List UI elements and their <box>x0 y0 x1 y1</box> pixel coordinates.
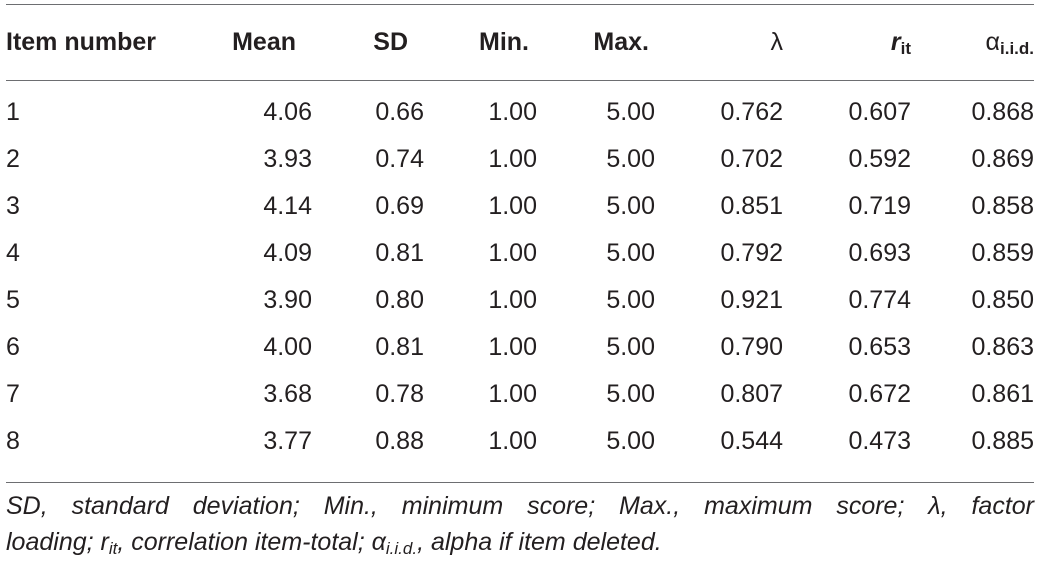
cell-alpha: 0.869 <box>971 145 1034 173</box>
header-r-subscript: it <box>900 38 911 58</box>
cell-rit: 0.473 <box>848 427 911 455</box>
cell-alpha: 0.859 <box>971 239 1034 267</box>
cell-sd: 0.81 <box>375 239 424 267</box>
table-row: 5 3.90 0.80 1.00 5.00 0.921 0.774 0.850 <box>6 277 1034 324</box>
cell-min: 1.00 <box>488 239 537 267</box>
cell-mean: 4.06 <box>263 97 312 126</box>
cell-max: 5.00 <box>606 97 655 126</box>
header-row: Item number Mean SD Min. Max. λ rit αi.i… <box>6 4 1034 80</box>
cell-rit: 0.672 <box>848 380 911 408</box>
cell-alpha: 0.863 <box>971 333 1034 361</box>
cell-rit: 0.774 <box>848 286 911 314</box>
bottom-rule <box>6 482 1034 483</box>
cell-mean: 4.00 <box>263 333 312 361</box>
cell-alpha: 0.858 <box>971 192 1034 220</box>
cell-sd: 0.78 <box>375 380 424 408</box>
cell-item: 1 <box>6 97 20 126</box>
footnote-alpha: , correlation item-total; α <box>117 528 386 556</box>
cell-min: 1.00 <box>488 145 537 173</box>
header-r-item-total: rit <box>783 4 911 80</box>
cell-lambda: 0.544 <box>720 427 783 455</box>
cell-item: 2 <box>6 145 20 173</box>
table-footnote: SD, standard deviation; Min., minimum sc… <box>6 488 1034 560</box>
header-rule <box>6 80 1034 81</box>
cell-sd: 0.81 <box>375 333 424 361</box>
cell-sd: 0.80 <box>375 286 424 314</box>
cell-max: 5.00 <box>606 380 655 408</box>
header-item-number: Item number <box>6 27 157 56</box>
cell-max: 5.00 <box>606 427 655 455</box>
table-row: 3 4.14 0.69 1.00 5.00 0.851 0.719 0.858 <box>6 183 1034 230</box>
cell-min: 1.00 <box>488 192 537 220</box>
cell-min: 1.00 <box>488 380 537 408</box>
cell-alpha: 0.885 <box>971 427 1034 455</box>
cell-max: 5.00 <box>606 192 655 220</box>
cell-item: 6 <box>6 333 20 361</box>
cell-item: 7 <box>6 380 20 408</box>
cell-rit: 0.693 <box>848 239 911 267</box>
header-mean: Mean <box>232 27 296 56</box>
cell-alpha: 0.861 <box>971 380 1034 408</box>
header-alpha-subscript: i.i.d. <box>1000 38 1034 58</box>
cell-mean: 4.14 <box>263 192 312 220</box>
table-row: 4 4.09 0.81 1.00 5.00 0.792 0.693 0.859 <box>6 230 1034 277</box>
table-row: 2 3.93 0.74 1.00 5.00 0.702 0.592 0.869 <box>6 136 1034 183</box>
table-row: 6 4.00 0.81 1.00 5.00 0.790 0.653 0.863 <box>6 324 1034 371</box>
footnote-loading-r: loading; r <box>6 528 109 556</box>
cell-mean: 3.77 <box>263 427 312 455</box>
table-row: 8 3.77 0.88 1.00 5.00 0.544 0.473 0.885 <box>6 418 1034 465</box>
table-row: 7 3.68 0.78 1.00 5.00 0.807 0.672 0.861 <box>6 371 1034 418</box>
cell-max: 5.00 <box>606 333 655 361</box>
cell-sd: 0.88 <box>375 427 424 455</box>
header-alpha-symbol: α <box>985 27 1000 56</box>
cell-lambda: 0.790 <box>720 333 783 361</box>
footnote-end: , alpha if item deleted. <box>417 528 662 556</box>
cell-lambda: 0.702 <box>720 145 783 173</box>
header-sd: SD <box>373 27 408 56</box>
cell-mean: 3.90 <box>263 286 312 314</box>
cell-alpha: 0.868 <box>971 97 1034 126</box>
cell-max: 5.00 <box>606 286 655 314</box>
cell-max: 5.00 <box>606 145 655 173</box>
header-max: Max. <box>593 27 649 56</box>
cell-sd: 0.69 <box>375 192 424 220</box>
cell-min: 1.00 <box>488 333 537 361</box>
cell-alpha: 0.850 <box>971 286 1034 314</box>
cell-min: 1.00 <box>488 427 537 455</box>
footnote-line-2: loading; rit, correlation item-total; αi… <box>6 524 1034 560</box>
cell-sd: 0.66 <box>375 97 424 126</box>
header-alpha-iid: αi.i.d. <box>911 4 1034 80</box>
cell-lambda: 0.921 <box>720 286 783 314</box>
cell-lambda: 0.762 <box>720 97 783 126</box>
cell-min: 1.00 <box>488 286 537 314</box>
cell-max: 5.00 <box>606 239 655 267</box>
footnote-r-subscript: it <box>108 539 118 558</box>
header-min: Min. <box>479 27 529 56</box>
footnote-alpha-subscript: i.i.d. <box>385 539 418 558</box>
header-r-symbol: r <box>890 27 901 56</box>
footnote-line-1: SD, standard deviation; Min., minimum sc… <box>6 492 1034 520</box>
cell-rit: 0.592 <box>848 145 911 173</box>
table-row: 1 4.06 0.66 1.00 5.00 0.762 0.607 0.868 <box>6 80 1034 136</box>
cell-item: 5 <box>6 286 20 314</box>
header-lambda: λ <box>770 27 784 56</box>
cell-sd: 0.74 <box>375 145 424 173</box>
cell-lambda: 0.792 <box>720 239 783 267</box>
cell-rit: 0.719 <box>848 192 911 220</box>
cell-item: 8 <box>6 427 20 455</box>
cell-item: 4 <box>6 239 20 267</box>
cell-min: 1.00 <box>488 97 537 126</box>
cell-mean: 3.93 <box>263 145 312 173</box>
cell-mean: 3.68 <box>263 380 312 408</box>
cell-rit: 0.653 <box>848 333 911 361</box>
item-statistics-table: Item number Mean SD Min. Max. λ rit αi.i… <box>6 4 1034 465</box>
cell-lambda: 0.851 <box>720 192 783 220</box>
cell-lambda: 0.807 <box>720 380 783 408</box>
cell-mean: 4.09 <box>263 239 312 267</box>
top-rule <box>6 4 1034 5</box>
cell-item: 3 <box>6 192 20 220</box>
cell-rit: 0.607 <box>848 97 911 126</box>
